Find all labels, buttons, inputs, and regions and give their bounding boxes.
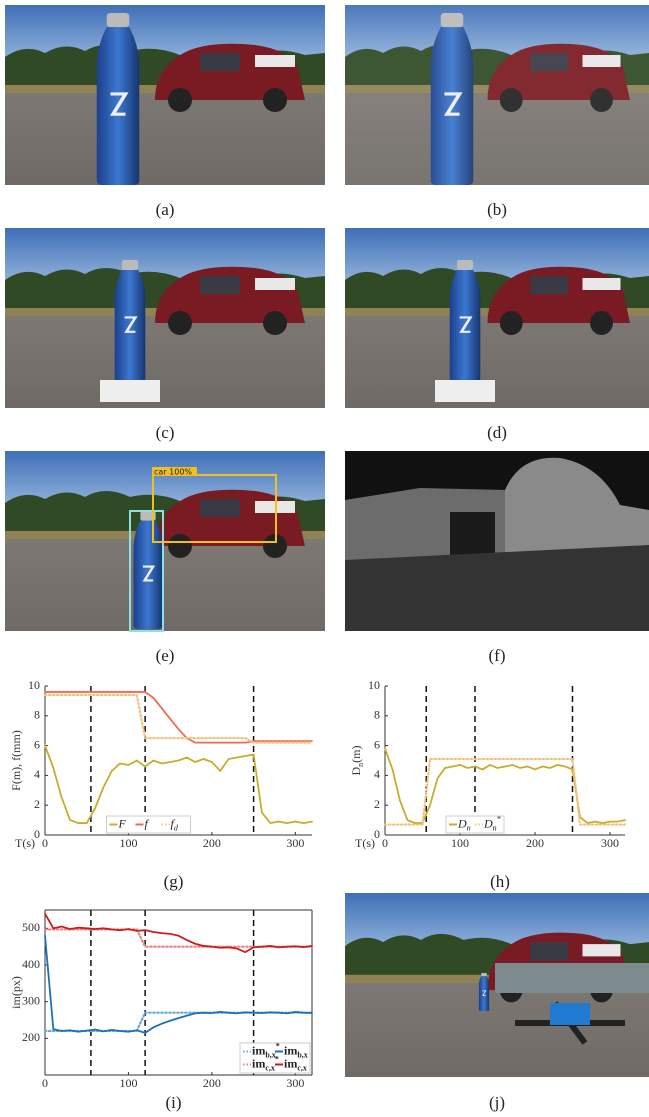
- text-run: D: [483, 816, 493, 830]
- text-run: b,x: [297, 1051, 307, 1060]
- text-run: *: [497, 815, 501, 824]
- legend-label: F: [118, 816, 127, 830]
- series-line: [45, 929, 312, 946]
- series-line: [45, 695, 312, 743]
- y-axis-label: im(px): [9, 976, 23, 1009]
- x-tick-label: 0: [382, 836, 388, 850]
- text-run: F: [118, 816, 127, 830]
- text-run: im: [252, 1056, 265, 1070]
- y-tick-label: 4: [374, 767, 380, 781]
- y-tick-label: 400: [22, 957, 40, 971]
- x-tick-label: 100: [119, 836, 137, 850]
- series-line: [385, 749, 625, 824]
- y-tick-label: 200: [22, 1030, 40, 1044]
- x-tick-label: 0: [42, 836, 48, 850]
- text-run: im(px): [9, 976, 23, 1009]
- chart-caption: (g): [164, 872, 184, 891]
- y-tick-label: 4: [34, 767, 40, 781]
- x-tick-label: 0: [42, 1076, 48, 1090]
- text-run: n: [467, 824, 471, 833]
- x-tick-label: 300: [601, 836, 619, 850]
- chart-caption: (h): [490, 872, 510, 891]
- x-axis-label: T(s): [15, 836, 35, 850]
- text-run: c,x: [297, 1064, 307, 1073]
- y-tick-label: 2: [374, 797, 380, 811]
- photo-j: [345, 893, 649, 1077]
- series-line: [45, 1013, 312, 1031]
- y-tick-label: 6: [34, 737, 40, 751]
- text-run: F(m), f(mm): [9, 730, 23, 791]
- series-line: [45, 692, 312, 743]
- text-run: n: [493, 824, 497, 833]
- text-run: D: [349, 767, 363, 776]
- text-run: (m): [349, 745, 363, 762]
- depth-map: [345, 451, 649, 631]
- photo-e: car 100%: [5, 451, 325, 631]
- y-tick-label: 6: [374, 737, 380, 751]
- panel-caption: (f): [489, 646, 506, 665]
- y-tick-label: 8: [34, 708, 40, 722]
- detection-label: car 100%: [154, 468, 192, 477]
- photo-c: [5, 228, 325, 408]
- text-run: D: [457, 816, 467, 830]
- x-tick-label: 200: [526, 836, 544, 850]
- photo-a: [5, 5, 325, 185]
- x-tick-label: 300: [286, 836, 304, 850]
- panel-caption: (c): [156, 423, 175, 442]
- y-tick-label: 8: [374, 708, 380, 722]
- y-tick-label: 10: [28, 678, 40, 692]
- y-axis-label: Dn(m): [349, 745, 366, 775]
- series-line: [45, 746, 312, 823]
- y-tick-label: 2: [34, 797, 40, 811]
- text-run: c,x: [265, 1064, 275, 1073]
- chart-caption: (i): [165, 1093, 181, 1112]
- photo-d: [345, 228, 649, 408]
- panel-caption: (d): [487, 423, 507, 442]
- text-run: im: [284, 1056, 297, 1070]
- text-run: im: [284, 1043, 297, 1057]
- panel-caption: (e): [156, 646, 175, 665]
- y-tick-label: 500: [22, 920, 40, 934]
- x-tick-label: 200: [203, 836, 221, 850]
- x-axis-label: T(s): [355, 836, 375, 850]
- panel-caption: (j): [489, 1093, 505, 1112]
- figure: car 100% (a)(b)(c)(d)(e)(f)(j) 024681001…: [0, 0, 649, 1117]
- photo-b: [345, 5, 649, 185]
- x-tick-label: 200: [203, 1076, 221, 1090]
- text-run: *: [276, 1042, 280, 1051]
- y-tick-label: 300: [22, 993, 40, 1007]
- x-tick-label: 100: [451, 836, 469, 850]
- y-axis-label: F(m), f(mm): [9, 730, 23, 791]
- series-line: [45, 936, 312, 1033]
- panel-caption: (b): [487, 200, 507, 219]
- x-tick-label: 100: [119, 1076, 137, 1090]
- series-line: [385, 759, 625, 825]
- legend: DnDn*: [446, 815, 504, 833]
- text-run: im: [252, 1043, 265, 1057]
- panel-caption: (a): [156, 200, 175, 219]
- text-run: *: [275, 1055, 279, 1064]
- y-tick-label: 10: [368, 678, 380, 692]
- x-tick-label: 300: [286, 1076, 304, 1090]
